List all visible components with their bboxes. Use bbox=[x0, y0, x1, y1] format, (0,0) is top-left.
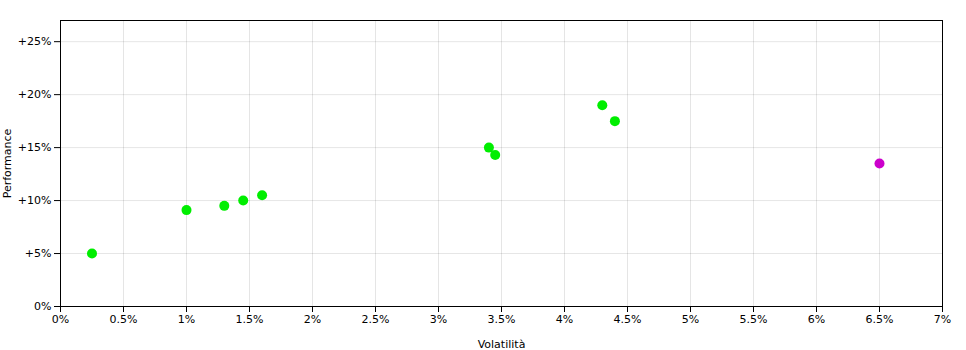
svg-text:+25%: +25% bbox=[18, 35, 52, 48]
svg-text:5%: 5% bbox=[682, 313, 699, 326]
svg-text:+20%: +20% bbox=[18, 88, 52, 101]
svg-text:4%: 4% bbox=[556, 313, 573, 326]
svg-text:Performance: Performance bbox=[1, 128, 14, 198]
svg-text:+5%: +5% bbox=[25, 247, 52, 260]
svg-text:6%: 6% bbox=[808, 313, 825, 326]
svg-text:5.5%: 5.5% bbox=[740, 313, 768, 326]
svg-text:0%: 0% bbox=[34, 300, 51, 313]
svg-text:4.5%: 4.5% bbox=[614, 313, 642, 326]
svg-text:3.5%: 3.5% bbox=[488, 313, 516, 326]
svg-text:Volatilità: Volatilità bbox=[478, 338, 526, 350]
svg-text:1%: 1% bbox=[178, 313, 195, 326]
svg-text:2%: 2% bbox=[304, 313, 321, 326]
svg-text:1.5%: 1.5% bbox=[236, 313, 264, 326]
svg-text:3%: 3% bbox=[430, 313, 447, 326]
svg-text:0.5%: 0.5% bbox=[110, 313, 138, 326]
svg-text:2.5%: 2.5% bbox=[362, 313, 390, 326]
svg-text:+10%: +10% bbox=[18, 194, 52, 207]
svg-text:7%: 7% bbox=[934, 313, 951, 326]
svg-text:+15%: +15% bbox=[18, 141, 52, 154]
svg-text:6.5%: 6.5% bbox=[866, 313, 894, 326]
svg-text:0%: 0% bbox=[52, 313, 69, 326]
